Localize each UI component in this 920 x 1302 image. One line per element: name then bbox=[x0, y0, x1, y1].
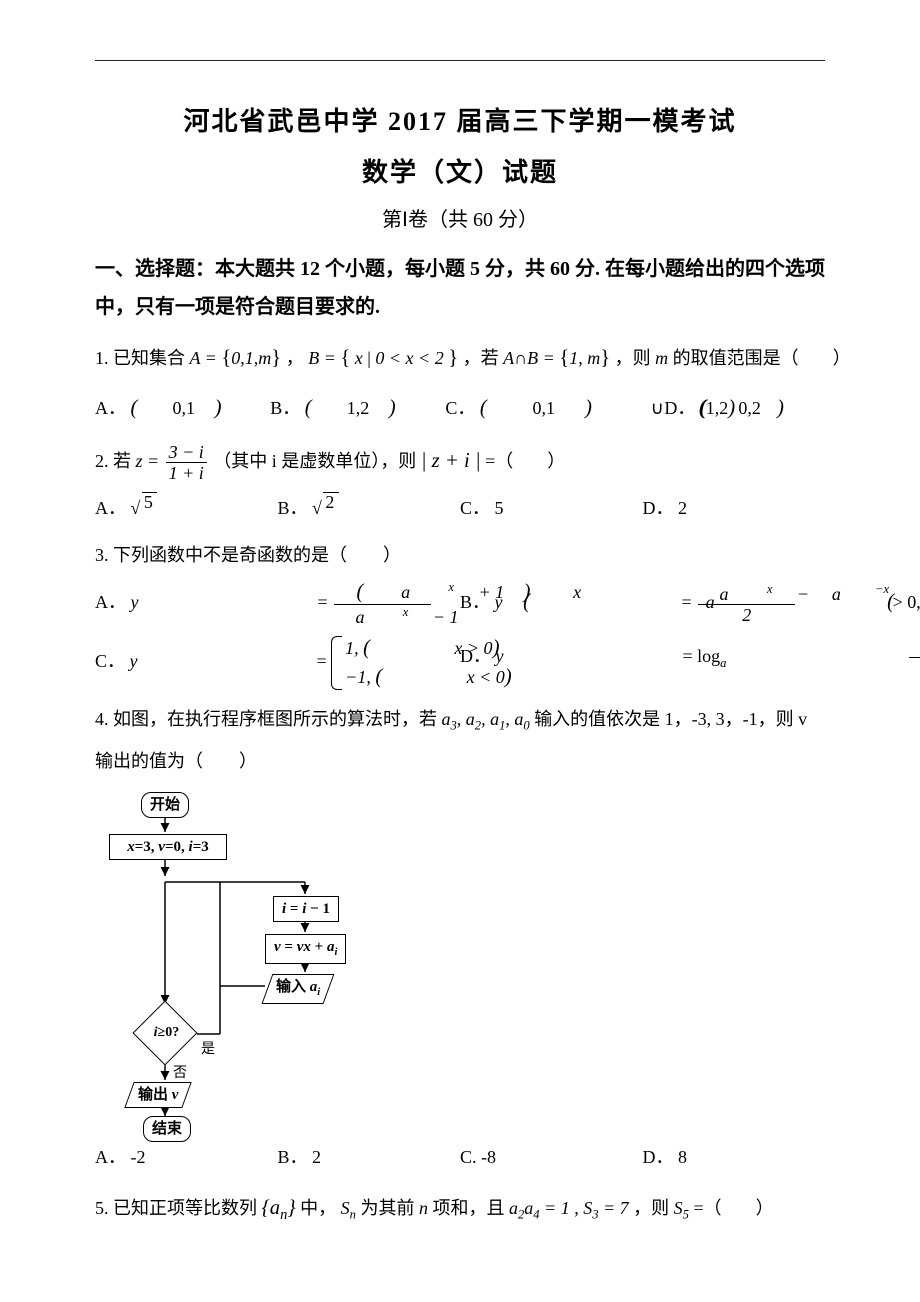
q4-flowchart: 开始 x=3, v=0, i=3 i = i − 1 v = vx + ai 输… bbox=[105, 790, 365, 1130]
q1-inter: A∩B = {1, m} bbox=[503, 348, 610, 368]
page-title-line2: 数学（文）试题 bbox=[95, 152, 825, 189]
q4-opt-C: C. -8 bbox=[460, 1138, 643, 1178]
q1-opt-B: B． (1,2) bbox=[270, 386, 445, 432]
q5-seq: {an} bbox=[262, 1197, 296, 1219]
flow-yes-label: 是 bbox=[201, 1038, 215, 1058]
flow-end: 结束 bbox=[143, 1116, 191, 1142]
flow-init: x=3, v=0, i=3 bbox=[109, 834, 227, 860]
q2-stem: 2. 若 z = 3 − i1 + i （其中 i 是虚数单位），则 | z +… bbox=[95, 439, 825, 485]
q5-ask: S5 bbox=[674, 1198, 689, 1218]
q4-pre: 4. 如图，在执行程序框图所示的算法时，若 bbox=[95, 709, 442, 729]
q2-abs: | z + i | bbox=[421, 450, 481, 472]
flow-no-label: 否 bbox=[173, 1062, 187, 1082]
q4-options: A． -2 B． 2 C. -8 D． 8 bbox=[95, 1138, 825, 1178]
q5-cond2: S3 = 7 bbox=[583, 1198, 628, 1218]
q2-tail: =（ ） bbox=[485, 451, 573, 471]
q2-opt-B: B． √2 bbox=[278, 489, 461, 529]
q5-cond1: a2a4 = 1 bbox=[509, 1198, 570, 1218]
q5-mid3: , bbox=[574, 1198, 583, 1218]
flow-input: 输入 ai bbox=[262, 974, 335, 1004]
q3-opt-B: B． y = ax − a−x2 (a > 0, a ≠ 1) bbox=[460, 580, 825, 626]
q1-opt-A: A． (0,1) bbox=[95, 386, 270, 432]
q1-pre: 1. 已知集合 bbox=[95, 348, 190, 368]
q3-opt-C: C． y = 1, (x > 0) −1, (x < 0) bbox=[95, 634, 460, 692]
q1-setB: B = { x | 0 < x < 2 } bbox=[308, 348, 458, 368]
q5-mid1: 中， bbox=[300, 1198, 341, 1218]
q2-opt-D: D． 2 bbox=[643, 489, 826, 529]
q3-options-row2: C． y = 1, (x > 0) −1, (x < 0) D． y = log… bbox=[95, 634, 825, 692]
q2-mid: （其中 i 是虚数单位），则 bbox=[213, 451, 421, 471]
q2-options: A． √5 B． √2 C． 5 D． 2 bbox=[95, 489, 825, 529]
flow-idec: i = i − 1 bbox=[273, 896, 339, 922]
q1-options: A． (0,1) B． (1,2) C． (0,1)∪(1,2) D． (0,2… bbox=[95, 386, 825, 432]
q4-seqvars: a3, a2, a1, a0 bbox=[442, 709, 530, 729]
q2-opt-A: A． √5 bbox=[95, 489, 278, 529]
q5-mid4: ，则 bbox=[633, 1198, 674, 1218]
q1-stem: 1. 已知集合 A = {0,1,m} ， B = { x | 0 < x < … bbox=[95, 336, 825, 382]
flow-vupd: v = vx + ai bbox=[265, 934, 346, 964]
q4-stem-line2: 输出的值为（ ） bbox=[95, 742, 825, 782]
q1-mid1: ， bbox=[286, 348, 309, 368]
q4-opt-A: A． -2 bbox=[95, 1138, 278, 1178]
flow-output: 输出 v bbox=[124, 1082, 192, 1108]
q1-opt-C: C． (0,1)∪(1,2) bbox=[445, 386, 664, 432]
q1-setA: A = {0,1,m} bbox=[190, 348, 282, 368]
q4-seqvals: 输入的值依次是 1，-3, 3，-1，则 v bbox=[534, 709, 807, 729]
q5-pre: 5. 已知正项等比数列 bbox=[95, 1198, 262, 1218]
q4-stem-line1: 4. 如图，在执行程序框图所示的算法时，若 a3, a2, a1, a0 输入的… bbox=[95, 700, 825, 740]
section-1-heading: 一、选择题：本大题共 12 个小题，每小题 5 分，共 60 分. 在每小题给出… bbox=[95, 250, 825, 326]
page-title-line1: 河北省武邑中学 2017 届高三下学期一模考试 bbox=[95, 101, 825, 138]
q4-opt-D: D． 8 bbox=[643, 1138, 826, 1178]
q1-opt-D: D． (0,2) bbox=[664, 386, 825, 432]
q2-pre: 2. 若 bbox=[95, 451, 136, 471]
q2-frac-num: 3 − i bbox=[166, 443, 207, 463]
q3-stem: 3. 下列函数中不是奇函数的是（ ） bbox=[95, 536, 825, 576]
q2-z: z = 3 − i1 + i bbox=[136, 451, 214, 471]
q5-tail: =（ ） bbox=[693, 1198, 781, 1218]
flow-start: 开始 bbox=[141, 792, 189, 818]
q5-Sn: Sn bbox=[341, 1198, 356, 1218]
page-title-line3: 第Ⅰ卷（共 60 分） bbox=[95, 203, 825, 232]
q3-opt-A: A． y = (ax + 1) xax − 1 (a > 0, a ≠ 1) bbox=[95, 580, 460, 626]
q5-stem: 5. 已知正项等比数列 {an} 中， Sn 为其前 n 项和，且 a2a4 =… bbox=[95, 1186, 825, 1232]
q5-mid2: 为其前 n 项和，且 bbox=[360, 1198, 509, 1218]
q4-opt-B: B． 2 bbox=[278, 1138, 461, 1178]
top-rule bbox=[95, 60, 825, 61]
q1-mid2: ，若 bbox=[463, 348, 504, 368]
q3-options-row1: A． y = (ax + 1) xax − 1 (a > 0, a ≠ 1) B… bbox=[95, 580, 825, 626]
q1-tail: ，则 m 的取值范围是（ ） bbox=[615, 348, 859, 368]
q2-opt-C: C． 5 bbox=[460, 489, 643, 529]
q2-frac-den: 1 + i bbox=[166, 463, 207, 482]
